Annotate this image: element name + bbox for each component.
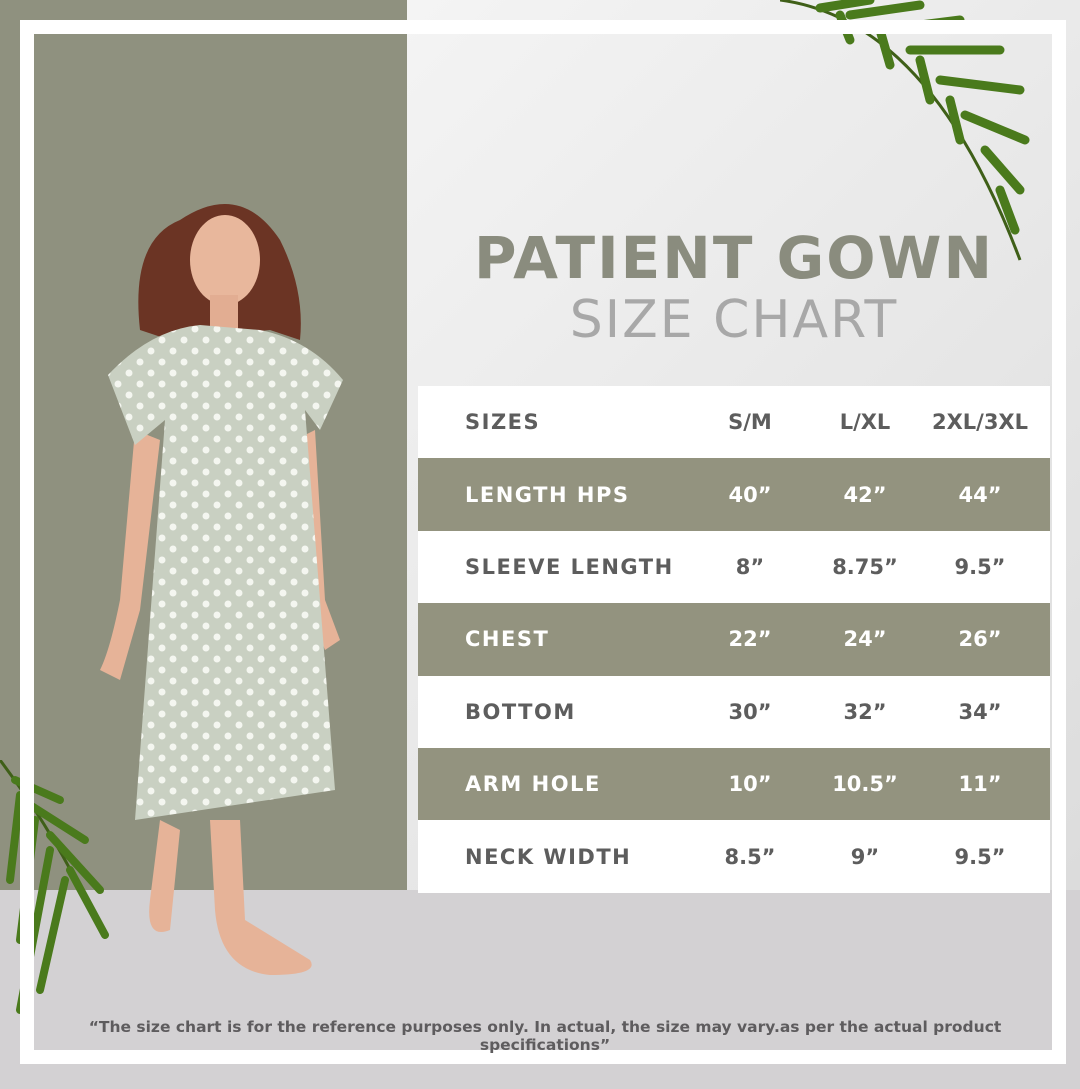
table-row: ARM HOLE 10” 10.5” 11” (418, 747, 1050, 821)
header-cell: S/M (728, 410, 772, 435)
size-value: 34” (958, 699, 1002, 724)
measurement-label: NECK WIDTH (465, 844, 632, 869)
size-value: 10” (728, 772, 772, 797)
size-value: 32” (843, 699, 887, 724)
measurement-label: LENGTH HPS (465, 482, 630, 507)
size-value: 8.5” (724, 844, 776, 869)
size-value: 11” (958, 772, 1002, 797)
size-value: 9.5” (954, 844, 1006, 869)
size-value: 10.5” (832, 772, 898, 797)
palm-leaf-bottom-icon (0, 760, 109, 1014)
size-value: 30” (728, 699, 772, 724)
size-value: 8” (735, 554, 765, 579)
size-value: 40” (728, 482, 772, 507)
disclaimer: “The size chart is for the reference pur… (88, 1018, 1002, 1054)
table-row: CHEST 22” 24” 26” (418, 603, 1050, 676)
measurement-label: BOTTOM (465, 699, 576, 724)
measurement-label: CHEST (465, 627, 550, 652)
header-cell: SIZES (465, 410, 541, 435)
size-value: 8.75” (832, 554, 898, 579)
header-cell: L/XL (839, 410, 891, 435)
page-subtitle: SIZE CHART (569, 290, 899, 350)
table-header-row: SIZES S/M L/XL 2XL/3XL (418, 386, 1050, 459)
table-row: SLEEVE LENGTH 8” 8.75” 9.5” (418, 530, 1050, 604)
size-value: 26” (958, 627, 1002, 652)
size-value: 22” (728, 627, 772, 652)
model-photo (100, 204, 343, 975)
size-value: 9” (850, 844, 880, 869)
size-value: 24” (843, 627, 887, 652)
size-value: 9.5” (954, 554, 1006, 579)
table-row: NECK WIDTH 8.5” 9” 9.5” (418, 820, 1050, 893)
table-row: BOTTOM 30” 32” 34” (418, 675, 1050, 748)
size-value: 42” (843, 482, 887, 507)
table-row: LENGTH HPS 40” 42” 44” (418, 458, 1050, 531)
size-chart-table: SIZES S/M L/XL 2XL/3XL LENGTH HPS 40” 42” 4… (418, 386, 1050, 893)
page-title: PATIENT GOWN (473, 224, 995, 292)
measurement-label: ARM HOLE (465, 772, 601, 797)
size-value: 44” (958, 482, 1002, 507)
measurement-label: SLEEVE LENGTH (465, 554, 674, 579)
header-cell: 2XL/3XL (931, 410, 1029, 435)
